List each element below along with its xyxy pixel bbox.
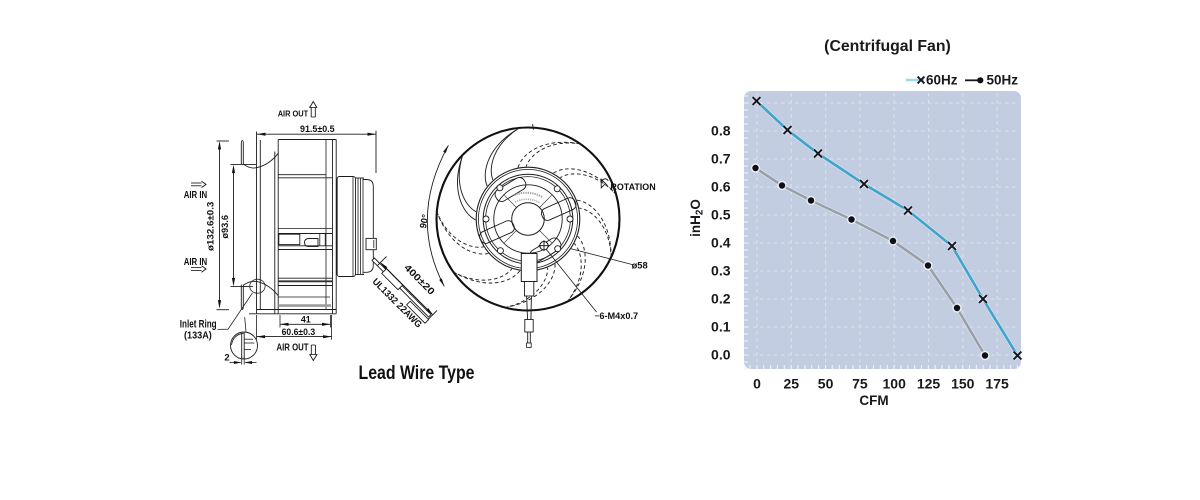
svg-text:125: 125 <box>917 376 941 392</box>
svg-text:6-M4x0.7: 6-M4x0.7 <box>599 311 638 322</box>
svg-text:100: 100 <box>883 376 907 392</box>
svg-text:0.3: 0.3 <box>711 263 731 279</box>
svg-text:60Hz: 60Hz <box>926 73 958 88</box>
svg-text:0.5: 0.5 <box>711 207 731 223</box>
svg-text:AIR IN: AIR IN <box>184 256 208 268</box>
svg-text:AIR OUT: AIR OUT <box>277 343 309 354</box>
svg-text:150: 150 <box>951 376 975 392</box>
svg-text:0.0: 0.0 <box>711 347 731 363</box>
svg-text:0.6: 0.6 <box>711 179 731 195</box>
svg-text:41: 41 <box>301 314 311 324</box>
svg-text:(133A): (133A) <box>184 331 212 342</box>
svg-text:ø132.6±0.3: ø132.6±0.3 <box>205 202 216 251</box>
svg-text:Inlet Ring: Inlet Ring <box>180 319 217 331</box>
svg-text:Lead Wire Type: Lead Wire Type <box>359 363 475 384</box>
svg-text:(Centrifugal Fan): (Centrifugal Fan) <box>824 38 951 55</box>
svg-text:90°: 90° <box>418 213 432 229</box>
svg-text:0.7: 0.7 <box>711 151 731 167</box>
svg-text:ø58: ø58 <box>632 261 649 272</box>
svg-text:0.1: 0.1 <box>711 319 731 335</box>
svg-text:60.6±0.3: 60.6±0.3 <box>282 327 316 337</box>
svg-text:AIR IN: AIR IN <box>184 189 208 201</box>
svg-text:0: 0 <box>753 376 761 392</box>
svg-text:inH2O: inH2O <box>688 199 706 237</box>
svg-text:50Hz: 50Hz <box>987 73 1019 88</box>
svg-text:2: 2 <box>224 353 229 364</box>
svg-text:0.8: 0.8 <box>711 123 731 139</box>
svg-text:75: 75 <box>852 376 868 392</box>
svg-text:91.5±0.5: 91.5±0.5 <box>300 124 335 134</box>
svg-text:25: 25 <box>784 376 800 392</box>
svg-text:0.2: 0.2 <box>711 291 731 307</box>
svg-text:0.4: 0.4 <box>711 235 731 251</box>
svg-text:ROTATION: ROTATION <box>610 182 655 192</box>
svg-text:CFM: CFM <box>859 393 888 408</box>
svg-text:ø93.6: ø93.6 <box>220 215 231 239</box>
svg-text:AIR OUT: AIR OUT <box>278 109 309 119</box>
svg-text:175: 175 <box>985 376 1009 392</box>
svg-text:50: 50 <box>818 376 834 392</box>
